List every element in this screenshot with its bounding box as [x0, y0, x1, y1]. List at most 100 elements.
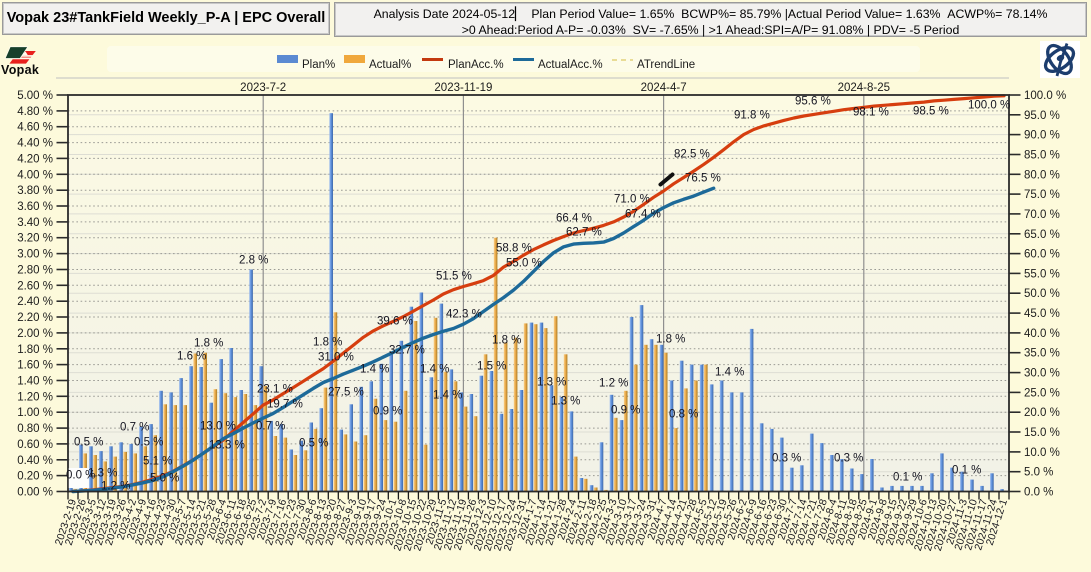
svg-text:35.0 %: 35.0 % — [1024, 348, 1060, 360]
svg-text:2.60 %: 2.60 % — [17, 280, 53, 292]
svg-text:51.5 %: 51.5 % — [436, 271, 472, 283]
svg-text:40.0 %: 40.0 % — [1024, 328, 1060, 340]
svg-text:32.7 %: 32.7 % — [389, 345, 425, 357]
svg-text:0.5 %: 0.5 % — [299, 438, 328, 450]
svg-text:76.5 %: 76.5 % — [685, 173, 721, 185]
svg-text:4.40 %: 4.40 % — [17, 138, 53, 150]
svg-text:55.0 %: 55.0 % — [506, 258, 542, 270]
svg-text:0.20 %: 0.20 % — [17, 471, 53, 483]
svg-text:2024-8-25: 2024-8-25 — [838, 82, 890, 94]
svg-text:0.3 %: 0.3 % — [834, 453, 863, 465]
svg-text:20.0 %: 20.0 % — [1024, 407, 1060, 419]
svg-text:1.3 %: 1.3 % — [551, 396, 580, 408]
svg-text:2.20 %: 2.20 % — [17, 312, 53, 324]
svg-text:1.2 %: 1.2 % — [101, 481, 130, 493]
svg-text:95.0 %: 95.0 % — [1024, 110, 1060, 122]
svg-text:2.8 %: 2.8 % — [239, 255, 268, 267]
svg-text:0.7 %: 0.7 % — [256, 421, 285, 433]
svg-text:1.60 %: 1.60 % — [17, 360, 53, 372]
svg-text:1.5 %: 1.5 % — [477, 361, 506, 373]
svg-text:66.4 %: 66.4 % — [556, 213, 592, 225]
svg-text:3.40 %: 3.40 % — [17, 217, 53, 229]
svg-text:75.0 %: 75.0 % — [1024, 189, 1060, 201]
svg-text:42.3 %: 42.3 % — [446, 309, 482, 321]
svg-text:10.0 %: 10.0 % — [1024, 447, 1060, 459]
svg-text:98.5 %: 98.5 % — [913, 106, 949, 118]
svg-text:1.2 %: 1.2 % — [599, 378, 628, 390]
svg-text:91.8 %: 91.8 % — [734, 110, 770, 122]
svg-text:13.3 %: 13.3 % — [209, 440, 245, 452]
svg-text:13.0 %: 13.0 % — [200, 421, 236, 433]
svg-text:45.0 %: 45.0 % — [1024, 308, 1060, 320]
svg-text:50.0 %: 50.0 % — [1024, 288, 1060, 300]
svg-text:19.7 %: 19.7 % — [267, 399, 303, 411]
svg-text:67.4 %: 67.4 % — [625, 209, 661, 221]
svg-text:60.0 %: 60.0 % — [1024, 249, 1060, 261]
svg-text:2.40 %: 2.40 % — [17, 296, 53, 308]
svg-text:85.0 %: 85.0 % — [1024, 150, 1060, 162]
svg-text:4.60 %: 4.60 % — [17, 122, 53, 134]
svg-text:0.8 %: 0.8 % — [669, 409, 698, 421]
svg-text:1.8 %: 1.8 % — [313, 337, 342, 349]
svg-text:0.3 %: 0.3 % — [772, 453, 801, 465]
svg-text:5.0 %: 5.0 % — [150, 473, 179, 485]
svg-text:0.0 %: 0.0 % — [66, 470, 95, 482]
svg-text:0.9 %: 0.9 % — [611, 405, 640, 417]
svg-text:80.0 %: 80.0 % — [1024, 169, 1060, 181]
svg-text:55.0 %: 55.0 % — [1024, 268, 1060, 280]
svg-text:1.40 %: 1.40 % — [17, 376, 53, 388]
svg-text:0.9 %: 0.9 % — [373, 406, 402, 418]
svg-text:23.1 %: 23.1 % — [257, 384, 293, 396]
svg-text:2023-7-2: 2023-7-2 — [240, 82, 286, 94]
svg-text:27.5 %: 27.5 % — [328, 387, 364, 399]
svg-text:1.4 %: 1.4 % — [420, 364, 449, 376]
svg-text:1.3 %: 1.3 % — [88, 468, 117, 480]
svg-text:15.0 %: 15.0 % — [1024, 427, 1060, 439]
svg-text:5.1 %: 5.1 % — [143, 456, 172, 468]
svg-text:70.0 %: 70.0 % — [1024, 209, 1060, 221]
svg-text:0.7 %: 0.7 % — [120, 422, 149, 434]
svg-text:58.8 %: 58.8 % — [496, 243, 532, 255]
svg-text:25.0 %: 25.0 % — [1024, 387, 1060, 399]
svg-text:39.6 %: 39.6 % — [377, 316, 413, 328]
svg-text:1.8 %: 1.8 % — [492, 335, 521, 347]
svg-text:95.6 %: 95.6 % — [795, 96, 831, 108]
svg-text:0.60 %: 0.60 % — [17, 439, 53, 451]
svg-text:0.0 %: 0.0 % — [1024, 487, 1053, 499]
svg-text:1.8 %: 1.8 % — [194, 338, 223, 350]
svg-text:90.0 %: 90.0 % — [1024, 130, 1060, 142]
svg-text:1.80 %: 1.80 % — [17, 344, 53, 356]
svg-text:0.00 %: 0.00 % — [17, 487, 53, 499]
svg-text:0.1 %: 0.1 % — [952, 465, 981, 477]
svg-text:0.80 %: 0.80 % — [17, 423, 53, 435]
svg-text:98.1 %: 98.1 % — [853, 107, 889, 119]
svg-text:5.00 %: 5.00 % — [17, 90, 53, 102]
svg-text:100.0 %: 100.0 % — [968, 100, 1010, 112]
svg-text:82.5 %: 82.5 % — [674, 149, 710, 161]
svg-text:30.0 %: 30.0 % — [1024, 368, 1060, 380]
svg-text:3.60 %: 3.60 % — [17, 201, 53, 213]
svg-text:1.3 %: 1.3 % — [537, 377, 566, 389]
svg-text:3.20 %: 3.20 % — [17, 233, 53, 245]
svg-text:1.00 %: 1.00 % — [17, 407, 53, 419]
svg-text:5.0 %: 5.0 % — [1024, 467, 1053, 479]
svg-text:71.0 %: 71.0 % — [614, 194, 650, 206]
svg-text:4.80 %: 4.80 % — [17, 106, 53, 118]
svg-text:1.20 %: 1.20 % — [17, 391, 53, 403]
svg-text:1.6 %: 1.6 % — [177, 351, 206, 363]
svg-text:0.5 %: 0.5 % — [74, 437, 103, 449]
svg-text:0.1 %: 0.1 % — [893, 472, 922, 484]
svg-text:1.8 %: 1.8 % — [656, 334, 685, 346]
svg-text:31.0 %: 31.0 % — [318, 352, 354, 364]
svg-text:2.00 %: 2.00 % — [17, 328, 53, 340]
svg-text:4.20 %: 4.20 % — [17, 153, 53, 165]
svg-text:100.0 %: 100.0 % — [1024, 90, 1066, 102]
svg-text:1.4 %: 1.4 % — [433, 390, 462, 402]
svg-text:1.4 %: 1.4 % — [360, 364, 389, 376]
svg-text:0.40 %: 0.40 % — [17, 455, 53, 467]
svg-text:2.80 %: 2.80 % — [17, 265, 53, 277]
svg-text:1.4 %: 1.4 % — [715, 367, 744, 379]
svg-text:2024-4-7: 2024-4-7 — [641, 82, 687, 94]
svg-text:3.00 %: 3.00 % — [17, 249, 53, 261]
svg-text:0.5 %: 0.5 % — [134, 437, 163, 449]
